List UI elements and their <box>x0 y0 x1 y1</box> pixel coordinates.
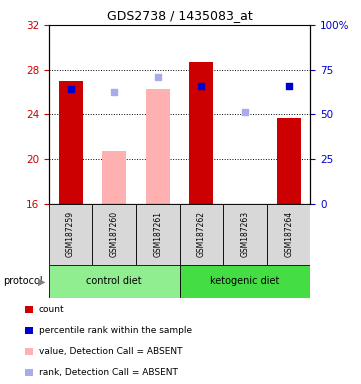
Point <box>68 86 73 92</box>
Text: ▶: ▶ <box>38 276 45 286</box>
Point <box>286 83 292 89</box>
Bar <box>190 62 213 204</box>
Bar <box>49 204 92 265</box>
Bar <box>179 265 310 298</box>
Title: GDS2738 / 1435083_at: GDS2738 / 1435083_at <box>107 9 252 22</box>
Text: GSM187261: GSM187261 <box>153 211 162 257</box>
Text: value, Detection Call = ABSENT: value, Detection Call = ABSENT <box>39 347 182 356</box>
Bar <box>92 204 136 265</box>
Point <box>199 83 204 89</box>
Text: control diet: control diet <box>86 276 142 286</box>
Text: GSM187264: GSM187264 <box>284 211 293 257</box>
Bar <box>267 204 310 265</box>
Bar <box>58 81 83 204</box>
Text: GSM187260: GSM187260 <box>110 211 119 257</box>
Text: percentile rank within the sample: percentile rank within the sample <box>39 326 192 335</box>
Bar <box>49 265 179 298</box>
Bar <box>277 118 301 204</box>
Text: protocol: protocol <box>4 276 43 286</box>
Bar <box>136 204 179 265</box>
Point <box>111 89 117 95</box>
Bar <box>102 151 126 204</box>
Text: ketogenic diet: ketogenic diet <box>210 276 280 286</box>
Bar <box>146 89 170 204</box>
Text: GSM187262: GSM187262 <box>197 211 206 257</box>
Text: GSM187259: GSM187259 <box>66 211 75 257</box>
Point <box>242 109 248 115</box>
Bar <box>223 204 267 265</box>
Text: rank, Detection Call = ABSENT: rank, Detection Call = ABSENT <box>39 368 178 377</box>
Bar <box>179 204 223 265</box>
Text: GSM187263: GSM187263 <box>240 211 249 257</box>
Point <box>155 74 161 81</box>
Text: count: count <box>39 305 64 314</box>
